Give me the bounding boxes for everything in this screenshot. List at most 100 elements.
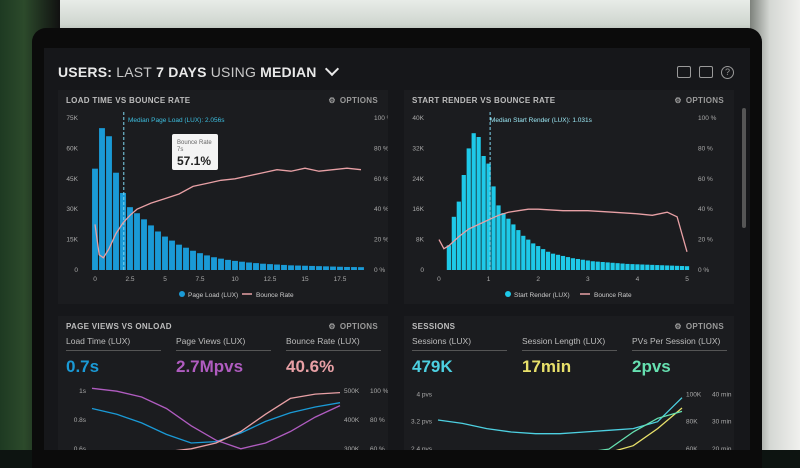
bar[interactable]	[134, 213, 140, 270]
legend-bar-label[interactable]: Start Render (LUX)	[514, 292, 570, 299]
bar[interactable]	[684, 266, 690, 270]
bar[interactable]	[253, 263, 259, 270]
bar[interactable]	[239, 261, 245, 270]
bar[interactable]	[446, 245, 451, 270]
bar[interactable]	[506, 218, 511, 270]
bar[interactable]	[575, 258, 580, 270]
metric-pvs-per-session[interactable]: PVs Per Session (LUX) 2pvs	[632, 336, 727, 377]
bar[interactable]	[670, 265, 675, 270]
bar[interactable]	[127, 207, 133, 270]
bar[interactable]	[281, 264, 287, 270]
bar[interactable]	[645, 264, 650, 270]
bar[interactable]	[316, 266, 322, 270]
bar[interactable]	[565, 257, 571, 270]
bar[interactable]	[620, 263, 625, 270]
metric-sessions[interactable]: Sessions (LUX) 479K	[412, 336, 507, 377]
bar[interactable]	[218, 258, 224, 270]
bar[interactable]	[605, 262, 610, 270]
bar[interactable]	[330, 266, 336, 270]
bar[interactable]	[451, 216, 456, 270]
bar[interactable]	[120, 192, 126, 270]
bar[interactable]	[99, 128, 105, 270]
bar[interactable]	[660, 265, 665, 270]
bar[interactable]	[496, 205, 501, 270]
bar[interactable]	[501, 213, 506, 270]
bar[interactable]	[546, 251, 551, 270]
bar[interactable]	[246, 262, 252, 270]
bar[interactable]	[232, 260, 238, 270]
bar[interactable]	[302, 265, 308, 270]
bounce-rate-line[interactable]	[438, 208, 688, 252]
bar[interactable]	[295, 265, 301, 270]
scrollbar[interactable]	[742, 108, 746, 228]
legend-bar-label[interactable]: Page Load (LUX)	[188, 292, 238, 299]
bar[interactable]	[665, 265, 670, 270]
series-line[interactable]	[438, 410, 683, 450]
bar[interactable]	[635, 264, 640, 270]
bar[interactable]	[536, 246, 541, 270]
range-value[interactable]: 7 DAYS	[156, 64, 207, 80]
bar[interactable]	[531, 243, 536, 270]
bar[interactable]	[511, 224, 516, 270]
series-line[interactable]	[92, 391, 341, 450]
bar[interactable]	[155, 231, 161, 270]
bar[interactable]	[550, 253, 556, 270]
legend-line-label[interactable]: Bounce Rate	[594, 292, 632, 299]
bar[interactable]	[162, 236, 168, 270]
bar[interactable]	[323, 266, 329, 270]
bar[interactable]	[615, 263, 620, 270]
bar[interactable]	[92, 168, 98, 270]
bar[interactable]	[486, 163, 491, 270]
bar[interactable]	[141, 219, 147, 270]
series-line[interactable]	[438, 407, 683, 450]
export-icon[interactable]	[699, 66, 713, 78]
bar[interactable]	[570, 258, 576, 270]
bar[interactable]	[481, 156, 486, 270]
options-button[interactable]: OPTIONS	[674, 96, 724, 105]
bar[interactable]	[640, 264, 645, 270]
bar[interactable]	[169, 240, 175, 270]
bar[interactable]	[560, 255, 566, 270]
options-button[interactable]: OPTIONS	[328, 96, 378, 105]
metric-bounce-rate[interactable]: Bounce Rate (LUX) 40.6%	[286, 336, 381, 377]
bar[interactable]	[351, 267, 357, 270]
bar[interactable]	[211, 257, 217, 270]
bar[interactable]	[106, 136, 112, 270]
options-button[interactable]: OPTIONS	[328, 322, 378, 331]
bar[interactable]	[225, 259, 231, 270]
bar[interactable]	[600, 262, 605, 270]
bar[interactable]	[526, 239, 531, 270]
bar[interactable]	[113, 172, 119, 270]
bar[interactable]	[476, 137, 481, 270]
chevron-down-icon[interactable]	[324, 61, 339, 77]
bar[interactable]	[267, 264, 273, 270]
metric-load-time[interactable]: Load Time (LUX) 0.7s	[66, 336, 161, 377]
bar[interactable]	[585, 260, 590, 271]
monitor-icon[interactable]	[677, 66, 691, 78]
bar[interactable]	[344, 266, 350, 270]
metric-session-length[interactable]: Session Length (LUX) 17min	[522, 336, 617, 377]
series-line[interactable]	[91, 402, 341, 444]
bar[interactable]	[595, 261, 600, 270]
bar[interactable]	[260, 263, 266, 270]
bounce-rate-line[interactable]	[94, 167, 362, 259]
bar[interactable]	[461, 175, 466, 270]
bar[interactable]	[541, 249, 546, 270]
bar[interactable]	[288, 265, 294, 270]
metric-page-views[interactable]: Page Views (LUX) 2.7Mpvs	[176, 336, 271, 377]
series-line[interactable]	[437, 397, 683, 435]
bar[interactable]	[650, 264, 655, 270]
bar[interactable]	[590, 261, 595, 270]
bar[interactable]	[358, 267, 364, 270]
bar[interactable]	[190, 250, 196, 270]
bar[interactable]	[675, 265, 680, 270]
bar[interactable]	[555, 254, 561, 270]
bar[interactable]	[580, 259, 585, 270]
bar[interactable]	[625, 263, 630, 270]
bar[interactable]	[197, 253, 203, 270]
bar[interactable]	[516, 230, 521, 270]
bar[interactable]	[309, 265, 315, 270]
bar[interactable]	[491, 186, 496, 270]
bar[interactable]	[471, 133, 476, 270]
bar[interactable]	[183, 247, 189, 270]
